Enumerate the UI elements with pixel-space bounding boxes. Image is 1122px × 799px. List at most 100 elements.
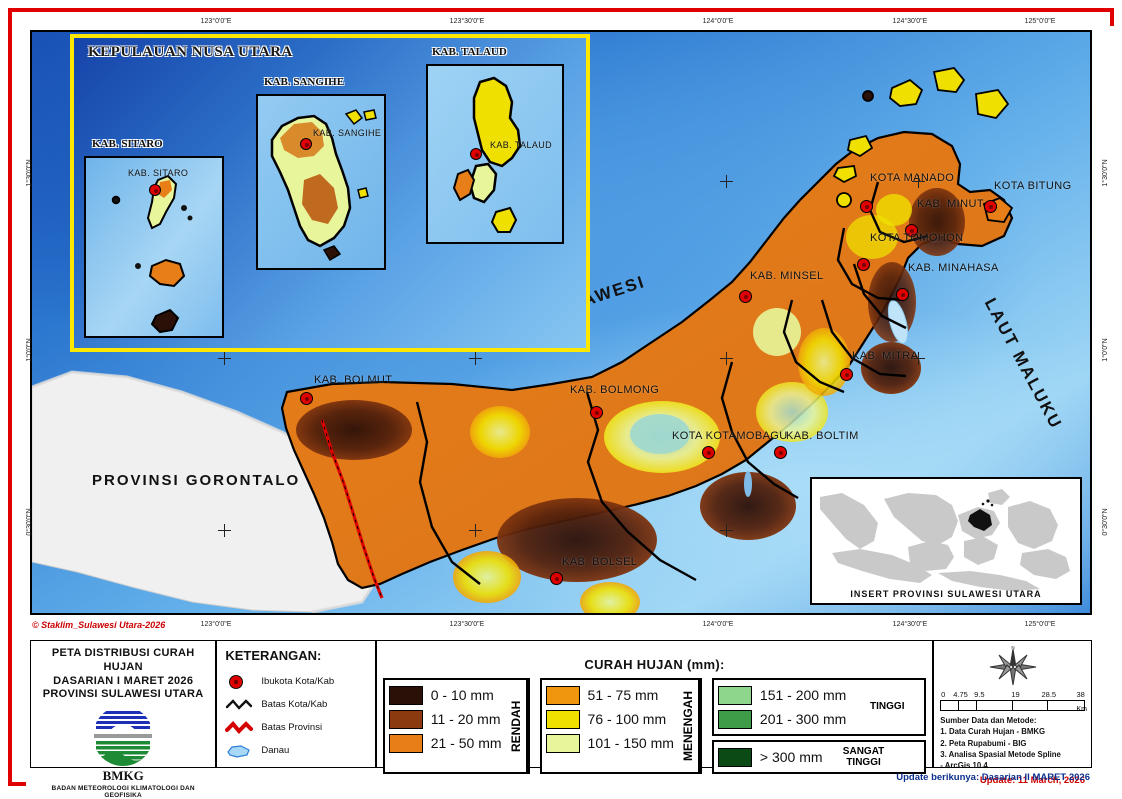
legend-class-row: 21 - 50 mm (388, 731, 502, 755)
nusa-utara-inset-panel[interactable]: KEPULAUAN NUSA UTARA KAB. SITARO (70, 34, 590, 352)
swatch-151-200 (717, 685, 752, 705)
scale-tick-38: 38 (1076, 690, 1085, 699)
legend-high-column: 151 - 200 mm 201 - 300 mm TINGGI (711, 678, 927, 774)
label-kab-minahasa: KAB. MINAHASA (908, 262, 999, 274)
rain-blob-bolmong-core (630, 414, 690, 454)
swatch-21-50 (388, 733, 423, 753)
legend-label-151-200: 151 - 200 mm (759, 687, 847, 703)
lon-label-bottom-2: 123°30'0"E (449, 621, 485, 628)
city-dot-bolsel[interactable] (550, 572, 563, 585)
highlight-sulawesi-utara (968, 509, 992, 531)
lon-label-bottom-5: 125°0'0"E (1024, 621, 1056, 628)
rain-blob-bolmut-low (296, 400, 412, 460)
rain-blob-minsel-mid (798, 328, 850, 396)
talaud-inset-title: KAB. TALAUD (432, 46, 507, 58)
rain-blob-manado-mid (876, 194, 912, 226)
city-dot-minsel[interactable] (739, 290, 752, 303)
legend-class-row: > 300 mm (717, 745, 823, 769)
main-map-canvas[interactable]: LAUT SULAWESI LAUT MALUKU PROVINSI GORON… (30, 30, 1092, 615)
district-boundaries (415, 181, 929, 585)
rain-blob-kotamobagu-low (700, 472, 796, 540)
label-kab-sangihe-inset: KAB. SANGIHE (313, 128, 382, 138)
swatch-101-150 (545, 733, 580, 753)
city-dot-sitaro[interactable] (149, 184, 161, 196)
source-line-4: - ArcGis 10.4 (940, 761, 988, 771)
map-layout-bottom-row: PETA DISTRIBUSI CURAH HUJAN DASARIAN I M… (30, 640, 1092, 799)
compass-rose-icon: N (986, 645, 1040, 688)
rainfall-legend-groups: 0 - 10 mm 11 - 20 mm 21 - 50 mm RENDAH (377, 678, 933, 774)
rainfall-legend-title: CURAH HUJAN (mm): (584, 657, 725, 672)
scale-source-panel: N 0 4.75 9.5 19 28.5 38 (933, 640, 1092, 786)
sangihe-inset-map[interactable]: KAB. SANGIHE (256, 94, 386, 270)
map-title-line-2: DASARIAN I MARET 2026 (53, 674, 194, 687)
swatch-gt-300 (717, 747, 752, 767)
talaud-inset-map[interactable]: KAB. TALAUD (426, 64, 564, 244)
legend-category-rendah: RENDAH (505, 680, 528, 772)
sitaro-inset-map[interactable]: KAB. SITARO (84, 156, 224, 338)
legend-class-row: 76 - 100 mm (545, 707, 674, 731)
legend-category-menengah: MENENGAH (677, 680, 700, 772)
rainfall-legend-panel: CURAH HUJAN (mm): 0 - 10 mm 11 - 20 mm (375, 640, 934, 774)
city-dot-mitra[interactable] (840, 368, 853, 381)
district-boundary-icon (225, 697, 253, 713)
label-kab-boltim: KAB. BOLTIM (786, 430, 859, 442)
rain-blob-mitra-low (861, 342, 921, 394)
lat-label-right-3: 0°30'0"N (1102, 508, 1109, 536)
city-dot-minut[interactable] (905, 224, 918, 237)
bmkg-acronym: BMKG (102, 768, 144, 783)
lake-small-kotamobagu (744, 471, 752, 497)
source-line-1: 1. Data Curah Hujan - BMKG (940, 727, 1046, 737)
city-dot-minahasa[interactable] (896, 288, 909, 301)
bmkg-logo-icon (92, 705, 154, 767)
capital-city-dot-icon (225, 674, 253, 690)
city-dot-sangihe[interactable] (300, 138, 312, 150)
scale-bar-segments (940, 700, 1085, 711)
keterangan-item: Ibukota Kota/Kab (225, 670, 366, 693)
city-dot-bitung[interactable] (984, 200, 997, 213)
insert-indonesia-panel[interactable]: INSERT PROVINSI SULAWESI UTARA (810, 477, 1082, 605)
legend-group-rendah: 0 - 10 mm 11 - 20 mm 21 - 50 mm RENDAH (382, 678, 530, 774)
label-kota-manado: KOTA MANADO (870, 172, 955, 184)
legend-group-tinggi: 151 - 200 mm 201 - 300 mm TINGGI (711, 678, 927, 736)
legend-class-row: 11 - 20 mm (388, 707, 502, 731)
city-dot-manado[interactable] (860, 200, 873, 213)
map-title-line-1: PETA DISTRIBUSI CURAH HUJAN (51, 647, 195, 673)
update-date-text: Update: 11 March, 2026 (979, 775, 1085, 787)
swatch-11-20 (388, 709, 423, 729)
label-kab-minut: KAB. MINUT (917, 198, 984, 210)
swatch-0-10 (388, 685, 423, 705)
legend-label-0-10: 0 - 10 mm (430, 687, 494, 703)
lat-label-right-2: 1°0'0"N (1102, 338, 1109, 362)
city-dot-talaud[interactable] (470, 148, 482, 160)
label-kab-bolsel: KAB. BOLSEL (562, 556, 638, 568)
city-dot-kotamobagu[interactable] (702, 446, 715, 459)
swatch-76-100 (545, 709, 580, 729)
source-heading: Sumber Data dan Metode: (940, 716, 1037, 725)
lon-label-top-5: 125°0'0"E (1024, 18, 1056, 25)
legend-label-201-300: 201 - 300 mm (759, 711, 847, 727)
lake-tondano (887, 300, 909, 344)
keterangan-panel: KETERANGAN: Ibukota Kota/Kab Batas Kota/… (216, 640, 376, 768)
sitaro-inset-title: KAB. SITARO (92, 138, 163, 150)
sangihe-inset-title: KAB. SANGIHE (264, 76, 345, 88)
legend-label-gt-300: > 300 mm (759, 749, 823, 765)
lat-label-right-1: 1°30'0"N (1102, 159, 1109, 187)
swatch-51-75 (545, 685, 580, 705)
city-dot-boltim[interactable] (774, 446, 787, 459)
city-dot-bolmut[interactable] (300, 392, 313, 405)
svg-text:N: N (1011, 646, 1014, 650)
keterangan-label-province: Batas Provinsi (261, 722, 323, 733)
city-dot-bolmong[interactable] (590, 406, 603, 419)
offshore-islands (832, 67, 1014, 223)
legend-class-row: 101 - 150 mm (545, 731, 674, 755)
legend-category-sangat-tinggi: SANGAT TINGGI (842, 745, 885, 769)
keterangan-title: KETERANGAN: (225, 648, 322, 663)
legend-group-sangat-tinggi: > 300 mm SANGAT TINGGI (711, 740, 927, 774)
lon-label-bottom-4: 124°30'0"E (892, 621, 928, 628)
city-dot-tomohon[interactable] (857, 258, 870, 271)
keterangan-item: Batas Kota/Kab (225, 693, 366, 716)
label-kab-mitra: KAB. MITRA (852, 350, 919, 362)
keterangan-item: Batas Provinsi (225, 716, 366, 739)
province-boundary-icon (225, 720, 254, 736)
label-kota-bitung: KOTA BITUNG (994, 180, 1072, 192)
